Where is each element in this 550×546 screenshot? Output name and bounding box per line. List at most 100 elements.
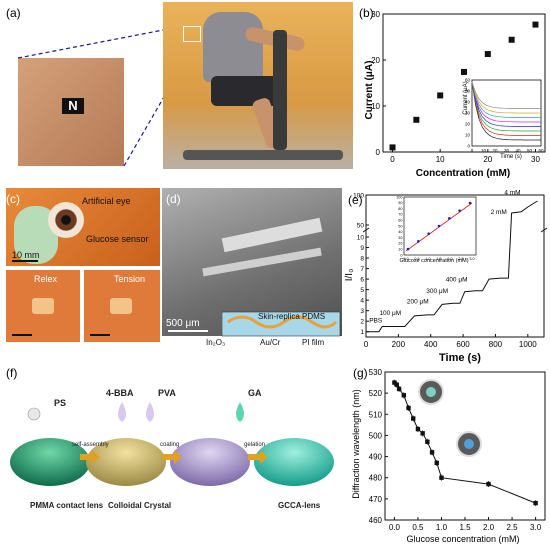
- chart-e-ytick-label: 9: [360, 245, 364, 252]
- inset-b-ytick-label: 0: [467, 144, 470, 149]
- gcca-label: GCCA-lens: [278, 501, 321, 510]
- chart-e-annotation: 100 μM: [379, 310, 401, 317]
- inset-e-ytick-label: 40: [398, 230, 402, 234]
- inset-e-xlabel: Glucose concentration (mM): [399, 258, 468, 264]
- chart-g-xtick-label: 0.5: [412, 523, 424, 532]
- chart-b-xtick-label: 30: [531, 155, 540, 164]
- bba-droplet-icon: [118, 402, 126, 422]
- aucr-label: Au/Cr: [260, 338, 281, 347]
- chart-g-ytick-label: 490: [369, 453, 383, 462]
- inset-b-xtick-label: 30: [504, 148, 510, 153]
- chart-g-point: [411, 416, 416, 421]
- chart-e-annotation: PBS: [369, 317, 383, 324]
- lens-photo-1-center: [426, 387, 436, 397]
- inset-e-xtick-label: 3.0: [469, 257, 474, 261]
- gcca-lens-schematic: PS 4-BBA PVA GA self-assembly coating ge…: [10, 388, 334, 510]
- sem-electrode-2: [202, 247, 322, 277]
- coating-label: coating: [160, 442, 179, 448]
- artificial-eye-photo: Artificial eye Glucose sensor 10 mm: [6, 188, 160, 266]
- chart-e: I/I₀ Time (s) Glucose concentration (mM)…: [344, 189, 548, 364]
- chart-g-xtick-label: 1.5: [459, 523, 471, 532]
- panel-c: Artificial eye Glucose sensor 10 mm (c) …: [0, 188, 160, 348]
- person-shorts: [211, 76, 281, 106]
- inset-e-ytick-label: 20: [398, 242, 402, 246]
- chart-e-annotation: 400 μM: [446, 276, 468, 283]
- chart-g: Diffraction wavelength (nm) Glucose conc…: [351, 368, 546, 544]
- inset-b-xtick-label: 10: [481, 148, 487, 153]
- chart-g-point: [396, 386, 402, 392]
- inset-e-xtick-label: 2.5: [458, 257, 463, 261]
- inset-b-xtick-label: 40: [515, 148, 521, 153]
- chart-e-annotation: 300 μM: [426, 288, 448, 295]
- inset-e-ytick-label: 30: [398, 236, 402, 240]
- panel-f: (f) PS 4-BBA PVA GA self-assembly coatin…: [0, 362, 345, 546]
- tattoo-sensor: N: [62, 98, 84, 114]
- chart-g-point: [486, 481, 491, 487]
- chart-g-ylabel: Diffraction wavelength (nm): [351, 389, 361, 498]
- inset-b-xlabel: Time (s): [500, 154, 522, 160]
- chart-e-ytick-label: 8: [360, 256, 364, 263]
- chart-b-xtick-label: 0: [390, 155, 395, 164]
- scale-bar-d: [168, 330, 208, 332]
- chart-e-axis-break: [362, 227, 370, 233]
- pmma-label: PMMA contact lens: [30, 501, 104, 510]
- chart-g-xtick-label: 3.0: [530, 523, 542, 532]
- relax-label: Relex: [34, 274, 58, 284]
- inset-e-point: [417, 240, 420, 243]
- exercise-bike-photo: [163, 2, 353, 169]
- chart-g-point: [401, 393, 407, 398]
- chart-b-xtick-label: 20: [483, 155, 492, 164]
- chart-b: Current (μA) Concentration (mM) Current …: [364, 10, 546, 179]
- scale-label-c: 10 mm: [12, 250, 40, 260]
- colloidal-label: Colloidal Crystal: [108, 501, 171, 510]
- chart-e-ytick-label: 100: [353, 193, 364, 200]
- chart-g-point: [406, 405, 411, 411]
- gelation-label: gelation: [244, 442, 265, 448]
- chart-e-axis-break: [540, 227, 548, 233]
- chart-e-xtick-label: 400: [424, 340, 438, 349]
- inset-b-xtick-label: 20: [492, 148, 498, 153]
- chart-e-ytick-label: 1: [360, 329, 364, 336]
- inset-b-trace: [471, 81, 541, 127]
- inset-b-ytick-label: 40: [465, 100, 471, 105]
- skin-replica-label: Skin-replica PDMS: [258, 312, 326, 321]
- panel-label-b: (b): [359, 6, 374, 20]
- chart-g-ytick-label: 510: [369, 410, 383, 419]
- panel-g: (g) Diffraction wavelength (nm) Glucose …: [345, 362, 550, 546]
- chart-g-xlabel: Glucose concentration (mM): [406, 534, 519, 544]
- chart-b-point: [437, 92, 444, 99]
- chart-g-point: [415, 426, 421, 432]
- inset-e-ytick-label: 10: [398, 248, 402, 252]
- chart-e-ytick-label: 7: [360, 266, 364, 273]
- scale-bar-tension: [90, 334, 110, 336]
- chart-e-inset: Glucose concentration (mM) 0.0 0.5 1.0 1.5 2…: [396, 195, 477, 264]
- chart-g-point: [434, 460, 439, 466]
- chart-e-ytick-label: 3: [360, 308, 364, 315]
- inset-e-xtick-label: 2.0: [447, 257, 452, 261]
- tattoo-sensor-text: N: [68, 98, 78, 113]
- chart-g-point: [439, 475, 444, 480]
- pva-droplet-icon: [146, 402, 154, 422]
- inset-b-ytick-label: 50: [465, 89, 471, 94]
- inset-e-xtick-label: 0.5: [414, 257, 419, 261]
- scale-bar-relax: [12, 334, 32, 336]
- chart-g-ytick-label: 530: [369, 368, 383, 377]
- lens-photo-2-center: [464, 439, 474, 449]
- chart-g-point: [392, 380, 397, 385]
- chart-e-ytick-label: 10: [357, 235, 365, 242]
- inset-b-trace: [471, 81, 541, 109]
- artificial-eye-label: Artificial eye: [82, 196, 131, 206]
- chart-b-inset: Current (μA) Time (s) 0 10 20 30 40 50 60 0 10 20…: [463, 78, 544, 161]
- arrow-gelation: [248, 450, 268, 464]
- panel-label-g: (g): [353, 366, 368, 380]
- pmma-lens: [10, 438, 90, 486]
- zoom-dashed-lines: [17, 25, 199, 167]
- inset-e-ytick-label: 50: [398, 224, 402, 228]
- chart-g-point: [425, 439, 430, 444]
- tension-label: Tension: [114, 274, 146, 284]
- chart-g-ytick-label: 480: [369, 474, 383, 483]
- scale-label-d: 500 μm: [166, 318, 200, 329]
- chart-g-point: [429, 450, 435, 455]
- chart-b-point: [484, 51, 491, 58]
- chart-b-point: [532, 21, 539, 28]
